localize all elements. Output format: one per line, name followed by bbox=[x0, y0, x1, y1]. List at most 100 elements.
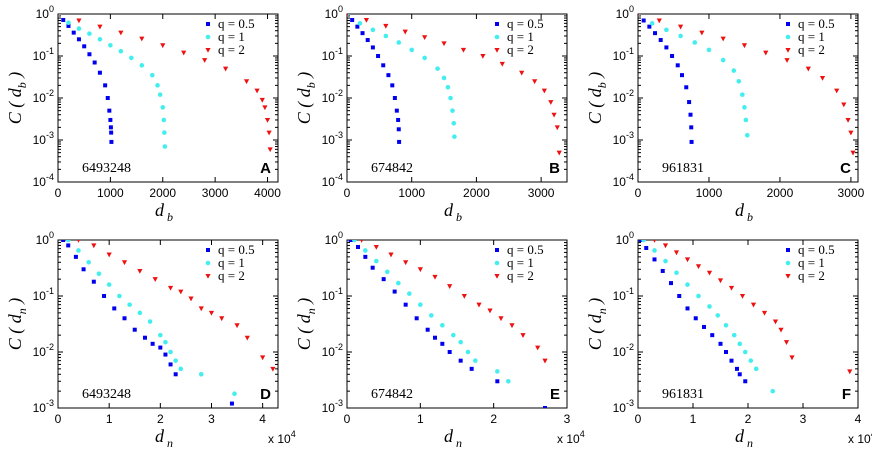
data-point bbox=[259, 97, 265, 103]
x-tick-label: 4 bbox=[259, 412, 266, 426]
data-point bbox=[425, 327, 430, 332]
data-point bbox=[435, 66, 440, 71]
data-point bbox=[87, 31, 92, 36]
series-q-1 bbox=[352, 240, 511, 384]
x-tick-label: 2000 bbox=[463, 186, 490, 200]
data-point bbox=[102, 294, 107, 298]
y-tick-label: 10-1 bbox=[613, 46, 634, 63]
data-point bbox=[664, 45, 669, 50]
y-tick-label: 100 bbox=[36, 4, 54, 21]
y-tick-label: 10-4 bbox=[33, 172, 54, 189]
data-point bbox=[137, 268, 143, 274]
data-point bbox=[451, 332, 456, 338]
data-point bbox=[737, 341, 743, 347]
data-point bbox=[82, 44, 87, 49]
data-point bbox=[365, 38, 370, 43]
series-q-1 bbox=[58, 14, 168, 149]
data-point bbox=[396, 127, 401, 132]
data-point bbox=[744, 132, 750, 138]
data-point bbox=[460, 47, 467, 53]
data-point bbox=[509, 323, 515, 329]
data-point bbox=[267, 147, 273, 153]
legend-label: q = 1 bbox=[507, 29, 534, 44]
data-point bbox=[91, 243, 97, 249]
series-q-2 bbox=[58, 14, 273, 153]
data-point bbox=[162, 130, 167, 135]
plot-area bbox=[58, 14, 273, 153]
y-tick-label: 10-2 bbox=[613, 88, 634, 105]
y-tick-label: 10-2 bbox=[613, 342, 634, 359]
data-point bbox=[728, 285, 735, 291]
data-point bbox=[432, 274, 438, 280]
data-point bbox=[644, 245, 649, 250]
y-tick-label: 10-2 bbox=[33, 342, 54, 359]
data-point bbox=[710, 333, 715, 338]
data-point bbox=[92, 60, 97, 65]
data-point bbox=[685, 282, 690, 287]
data-point bbox=[675, 63, 680, 68]
data-point bbox=[535, 345, 541, 351]
data-point bbox=[352, 240, 357, 243]
legend-label: q = 0.5 bbox=[507, 242, 544, 257]
data-point bbox=[178, 366, 184, 372]
data-point bbox=[66, 20, 71, 26]
data-point bbox=[696, 293, 701, 299]
legend-label: q = 0.5 bbox=[218, 16, 255, 31]
data-point bbox=[783, 340, 790, 345]
data-point bbox=[178, 289, 184, 295]
data-point bbox=[357, 21, 363, 26]
x-tick-label: 2000 bbox=[767, 186, 794, 200]
data-point bbox=[847, 369, 853, 375]
data-point bbox=[363, 248, 368, 253]
series-q-2 bbox=[347, 14, 562, 156]
data-point bbox=[383, 33, 389, 39]
data-point bbox=[541, 88, 547, 94]
data-point bbox=[689, 125, 694, 130]
legend-label: q = 2 bbox=[218, 42, 245, 57]
data-point bbox=[556, 150, 562, 156]
data-point bbox=[76, 37, 81, 42]
legend-marker bbox=[205, 34, 211, 40]
data-point bbox=[664, 27, 669, 33]
data-point bbox=[161, 117, 167, 123]
y-tick-label: 10-2 bbox=[322, 342, 343, 359]
data-point bbox=[652, 240, 657, 243]
data-point bbox=[76, 240, 80, 243]
x-tick-label: 0 bbox=[344, 412, 351, 426]
data-point bbox=[487, 308, 493, 314]
data-point bbox=[355, 24, 360, 29]
data-point bbox=[647, 24, 652, 29]
y-tick-label: 100 bbox=[325, 230, 343, 247]
data-point bbox=[452, 134, 457, 139]
data-point bbox=[157, 92, 163, 97]
data-point bbox=[422, 35, 428, 41]
data-point bbox=[761, 310, 768, 316]
y-tick-label: 10-2 bbox=[322, 88, 343, 105]
data-point bbox=[370, 27, 376, 33]
panel-letter: A bbox=[260, 160, 271, 177]
series-q-1 bbox=[65, 240, 237, 397]
data-point bbox=[407, 291, 412, 296]
x-tick-label: 4 bbox=[855, 412, 862, 426]
legend-marker bbox=[494, 260, 500, 266]
data-point bbox=[663, 258, 668, 264]
network-id-label: 6493248 bbox=[82, 387, 131, 402]
data-point bbox=[841, 102, 847, 108]
data-point bbox=[417, 267, 423, 273]
plot-area bbox=[638, 240, 853, 394]
y-tick-label: 10-3 bbox=[322, 398, 343, 415]
axes-frame bbox=[346, 13, 568, 183]
data-point bbox=[692, 40, 698, 45]
plot-area bbox=[347, 14, 562, 156]
y-tick-label: 10-3 bbox=[613, 130, 634, 147]
data-point bbox=[61, 240, 66, 242]
data-point bbox=[376, 54, 381, 58]
plot-area bbox=[348, 240, 548, 408]
data-point bbox=[495, 369, 500, 374]
data-point bbox=[473, 358, 478, 363]
data-point bbox=[122, 316, 127, 321]
legend-label: q = 2 bbox=[218, 268, 245, 283]
data-point bbox=[520, 333, 526, 338]
data-point bbox=[396, 40, 402, 45]
